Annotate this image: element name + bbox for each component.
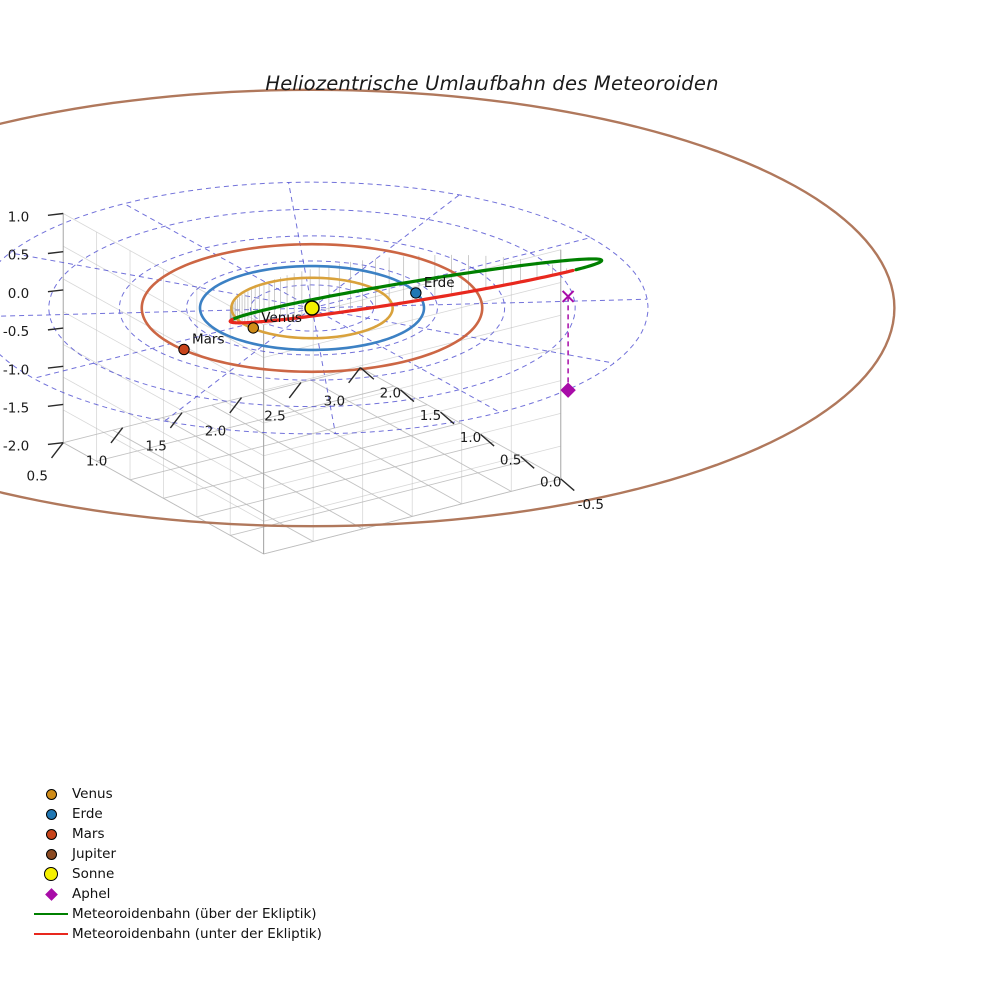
venus-label: Venus	[261, 310, 302, 326]
meteoroid-orbit-path	[228, 257, 604, 325]
mars-label: Mars	[192, 331, 225, 347]
legend-item-meteoroidenbahn[interactable]: Meteoroidenbahn (unter der Ekliptik)	[30, 924, 360, 944]
diamond-icon-glyph	[44, 887, 58, 901]
tick-label: 0.5	[8, 248, 29, 264]
legend-item-erde[interactable]: Erde	[30, 804, 360, 824]
tick-label: 0.5	[500, 452, 521, 468]
legend-label: Venus	[72, 786, 113, 802]
tick-label: -1.0	[3, 362, 29, 378]
erde-label: Erde	[424, 275, 455, 291]
line-icon-glyph	[34, 913, 68, 915]
legend-label: Mars	[72, 826, 105, 842]
line-icon	[30, 933, 72, 935]
tick-label: 2.0	[380, 386, 401, 402]
body-annotation-labels: Venus Erde Mars	[192, 275, 455, 348]
legend-label: Sonne	[72, 866, 115, 882]
legend-item-mars[interactable]: Mars	[30, 824, 360, 844]
circle-icon-glyph	[45, 808, 57, 820]
legend: Venus Erde Mars Jupiter Sonne Aphel Meteoroide…	[30, 784, 360, 944]
aphel-marker	[560, 382, 576, 398]
tick-label: 2.5	[264, 409, 285, 425]
axis-box-grid	[62, 213, 562, 555]
legend-label: Meteoroidenbahn (unter der Ekliptik)	[72, 926, 322, 942]
tick-label: 1.0	[460, 430, 481, 446]
planet-orbit-paths	[0, 88, 896, 528]
legend-item-aphel[interactable]: Aphel	[30, 884, 360, 904]
tick-label: 2.0	[205, 424, 226, 440]
axis-tick-labels: 0.5 1.0 1.5 2.0 2.5 3.0 -0.5 0.0 0.5 1.0 1.5 2.0 1.0…	[3, 210, 604, 513]
tick-label: 1.5	[420, 408, 441, 424]
legend-item-sonne[interactable]: Sonne	[30, 864, 360, 884]
tick-label: -1.5	[3, 400, 29, 416]
legend-label: Erde	[72, 806, 103, 822]
tick-label: 3.0	[324, 394, 345, 410]
mars-marker	[178, 343, 190, 356]
body-markers	[178, 287, 576, 398]
circle-icon	[30, 828, 72, 840]
axis-ticks	[47, 212, 575, 492]
circle-icon-glyph	[45, 828, 57, 840]
line-icon	[30, 913, 72, 915]
tick-label: 0.5	[26, 469, 47, 485]
legend-item-jupiter[interactable]: Jupiter	[30, 844, 360, 864]
venus-marker	[247, 322, 259, 334]
sonne-marker	[304, 300, 320, 316]
tick-label: -2.0	[3, 439, 29, 455]
legend-label: Meteoroidenbahn (über der Ekliptik)	[72, 906, 317, 922]
legend-item-meteoroidenbahn[interactable]: Meteoroidenbahn (über der Ekliptik)	[30, 904, 360, 924]
tick-label: 0.0	[540, 475, 561, 491]
circle-icon	[30, 867, 72, 881]
aphel-projection-x-icon	[561, 290, 575, 303]
circle-icon-glyph	[45, 788, 57, 800]
circle-icon	[30, 808, 72, 820]
tick-label: 1.0	[86, 454, 107, 470]
tick-label: 0.0	[8, 286, 29, 302]
circle-icon	[30, 788, 72, 800]
tick-label: 1.5	[145, 439, 166, 455]
diamond-icon	[30, 887, 72, 901]
tick-label: -0.5	[578, 497, 604, 513]
legend-item-venus[interactable]: Venus	[30, 784, 360, 804]
legend-label: Aphel	[72, 886, 111, 902]
legend-label: Jupiter	[72, 846, 117, 862]
tick-label: -0.5	[3, 324, 29, 340]
tick-label: 1.0	[8, 210, 29, 226]
circle-icon-glyph	[44, 867, 58, 881]
erde-marker	[410, 287, 422, 299]
circle-icon	[30, 848, 72, 860]
circle-icon-glyph	[45, 848, 57, 860]
line-icon-glyph	[34, 933, 68, 935]
